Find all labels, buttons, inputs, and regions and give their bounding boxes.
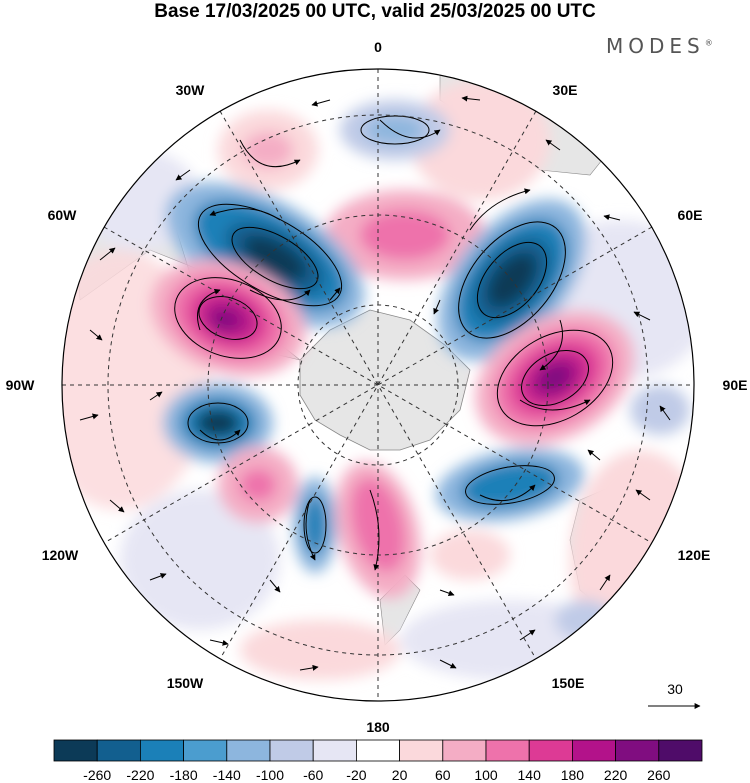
lon-label-120w: 120W	[42, 547, 79, 563]
colorbar-tick-label: 100	[474, 767, 498, 783]
colorbar-swatch	[96, 739, 141, 762]
colorbar-boxes	[53, 739, 703, 762]
antarctica-land	[299, 309, 471, 451]
colorbar-tick-label: 260	[647, 767, 671, 783]
map-title: Base 17/03/2025 00 UTC, valid 25/03/2025…	[154, 1, 596, 22]
lon-label-90e: 90E	[723, 377, 748, 393]
lon-label-30w: 30W	[176, 82, 206, 98]
colorbar-swatch	[442, 739, 487, 762]
colorbar-tick-label: 140	[518, 767, 542, 783]
lon-label-180: 180	[366, 719, 390, 735]
colorbar-tick-label: -100	[256, 767, 284, 783]
colorbar-ticks: -260 -220 -180 -140 -100 -60 -20 20 60 100 140 180 2…	[83, 767, 671, 783]
lon-label-150w: 150W	[167, 675, 204, 691]
colorbar-swatch	[226, 739, 271, 762]
brand-logo: MODES®	[606, 34, 713, 58]
lon-label-90w: 90W	[6, 377, 36, 393]
colorbar-swatch	[139, 739, 184, 762]
colorbar-swatch	[53, 739, 98, 762]
colorbar-swatch	[183, 739, 228, 762]
colorbar-swatch	[572, 739, 617, 762]
lon-label-150e: 150E	[552, 675, 585, 691]
brand-name: MODES	[606, 34, 705, 58]
reference-vector: 30	[648, 681, 701, 709]
colorbar-swatch	[269, 739, 314, 762]
lon-label-30e: 30E	[553, 82, 578, 98]
colorbar-tick-label: -60	[303, 767, 323, 783]
colorbar-swatch	[312, 739, 357, 762]
colorbar-swatch	[528, 739, 573, 762]
lon-label-60e: 60E	[678, 207, 703, 223]
reference-vector-label: 30	[667, 681, 683, 697]
colorbar: -260 -220 -180 -140 -100 -60 -20 20 60 100 140 180 2…	[53, 739, 703, 783]
lon-label-60w: 60W	[48, 207, 78, 223]
lon-label-0: 0	[374, 39, 382, 55]
colorbar-swatch	[658, 739, 703, 762]
colorbar-tick-label: -140	[213, 767, 241, 783]
colorbar-tick-label: -20	[346, 767, 366, 783]
colorbar-tick-label: 180	[561, 767, 585, 783]
lon-label-120e: 120E	[678, 547, 711, 563]
map-border	[61, 68, 695, 702]
colorbar-swatch	[485, 739, 530, 762]
colorbar-tick-label: -180	[170, 767, 198, 783]
colorbar-tick-label: -260	[83, 767, 111, 783]
colorbar-tick-label: -220	[126, 767, 154, 783]
colorbar-tick-label: 220	[604, 767, 628, 783]
map-disc	[62, 69, 694, 701]
colorbar-swatch	[615, 739, 660, 762]
colorbar-swatch	[355, 739, 400, 762]
longitude-labels: 0 30E 60E 90E 120E 150E 180 150W 120W 90…	[6, 39, 748, 735]
registered-mark: ®	[704, 38, 713, 48]
colorbar-swatch	[399, 739, 444, 762]
colorbar-tick-label: 20	[392, 767, 408, 783]
colorbar-tick-label: 60	[435, 767, 451, 783]
wind-vectors	[79, 95, 671, 671]
